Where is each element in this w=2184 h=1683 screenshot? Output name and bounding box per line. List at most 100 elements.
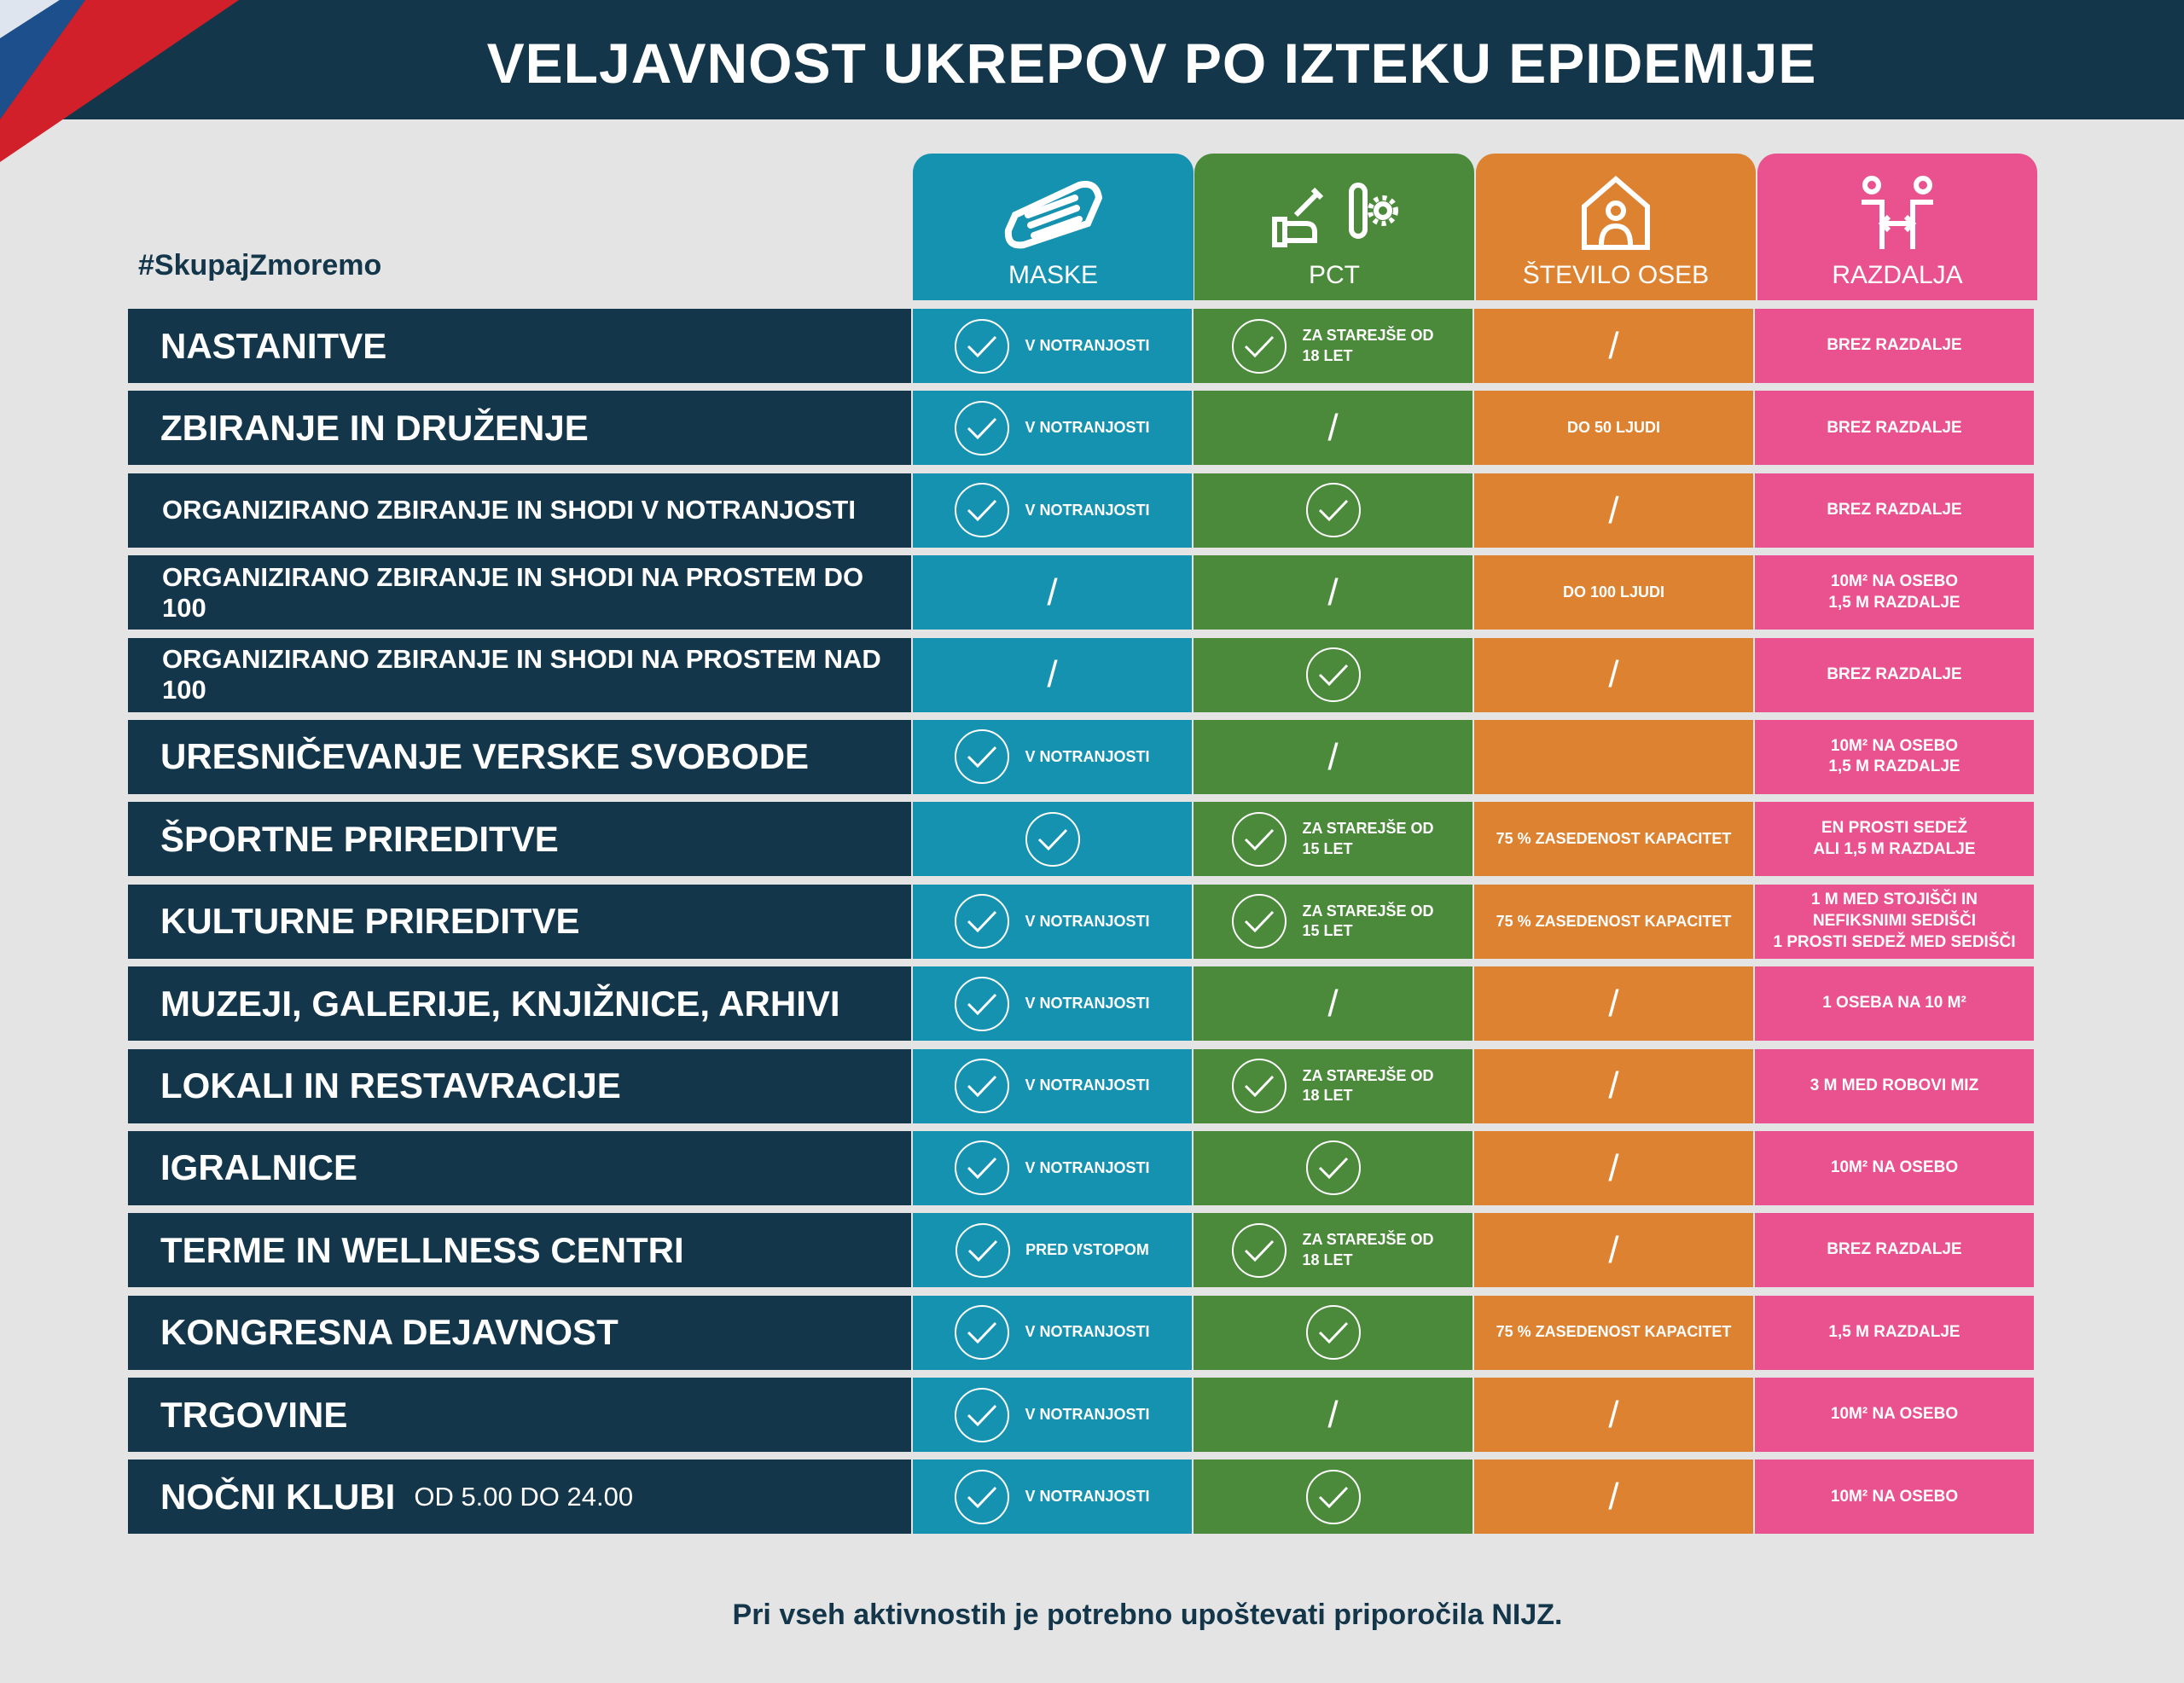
row-label: MUZEJI, GALERIJE, KNJIŽNICE, ARHIVI (128, 966, 911, 1042)
razdalja-cell-text: BREZ RAZDALJE (1827, 664, 1962, 683)
check-circle-icon (1305, 1140, 1361, 1196)
check-circle-icon (1305, 483, 1361, 538)
table-row: ZBIRANJE IN DRUŽENJE V NOTRANJOSTI / DO 50 … (128, 391, 2035, 466)
razdalja-cell: BREZ RAZDALJE (1755, 391, 2034, 466)
maske-cell-text: V NOTRANJOSTI (1025, 1488, 1150, 1506)
title-bar (0, 0, 2184, 119)
maske-cell: V NOTRANJOSTI (913, 391, 1192, 466)
stevilo-cell: / (1474, 1130, 1753, 1205)
stevilo-cell: 75 % ZASEDENOST KAPACITET (1474, 884, 1753, 959)
check-circle-icon (1232, 1059, 1287, 1114)
page-title: VELJAVNOST UKREPOV PO IZTEKU EPIDEMIJE (486, 32, 1817, 95)
check-circle-icon (1232, 1222, 1287, 1278)
pct-cell (1194, 1295, 1472, 1370)
row-label-text: ORGANIZIRANO ZBIRANJE IN SHODI NA PROSTE… (162, 561, 864, 623)
stevilo-cell-text: / (1608, 324, 1619, 367)
table-row: IGRALNICE V NOTRANJOSTI / 10M² NA OSEBO (128, 1130, 2035, 1205)
razdalja-cell-text: BREZ RAZDALJE (1827, 336, 1962, 355)
pct-cell: / (1194, 555, 1472, 630)
face-mask-icon (1004, 181, 1102, 249)
table-row: MUZEJI, GALERIJE, KNJIŽNICE, ARHIVI V NOT… (128, 966, 2035, 1042)
razdalja-cell-text: 1 OSEBA NA 10 M² (1822, 994, 1966, 1013)
pct-cell-text: ZA STAREJŠE OD 18 LET (1302, 1231, 1434, 1268)
maske-cell-text: V NOTRANJOSTI (1025, 912, 1150, 930)
table-row: URESNIČEVANJE VERSKE SVOBODE V NOTRANJOST… (128, 719, 2035, 794)
check-circle-icon (956, 1222, 1011, 1278)
maske-cell-text: V NOTRANJOSTI (1025, 1405, 1150, 1423)
razdalja-cell: 10M² NA OSEBO (1755, 1460, 2034, 1535)
row-label: NOČNI KLUBI OD 5.00 DO 24.00 (128, 1460, 911, 1535)
check-circle-icon (1305, 647, 1361, 703)
stevilo-cell: / (1474, 1460, 1753, 1535)
not-applicable-slash: / (1047, 572, 1058, 614)
stevilo-cell-text: 75 % ZASEDENOST KAPACITET (1496, 912, 1732, 930)
hashtag: #SkupajZmoremo (138, 249, 382, 281)
maske-cell-text: V NOTRANJOSTI (1025, 1158, 1150, 1176)
pct-cell-text: ZA STAREJŠE OD 18 LET (1302, 327, 1434, 364)
pct-cell: / (1194, 391, 1472, 466)
maske-cell (913, 802, 1192, 877)
stevilo-cell-text: / (1608, 1065, 1619, 1107)
check-circle-icon (955, 894, 1010, 949)
maske-cell-text: V NOTRANJOSTI (1025, 419, 1150, 437)
not-applicable-slash: / (1327, 407, 1339, 450)
maske-cell: / (913, 637, 1192, 712)
row-label-text: LOKALI IN RESTAVRACIJE (160, 1065, 621, 1106)
row-label-text: KULTURNE PRIREDITVE (160, 901, 580, 942)
not-applicable-slash: / (1327, 1393, 1339, 1436)
stevilo-cell-text: DO 50 LJUDI (1566, 419, 1661, 437)
row-label-text: TRGOVINE (160, 1394, 348, 1435)
pct-cell: / (1194, 719, 1472, 794)
row-label: ZBIRANJE IN DRUŽENJE (128, 391, 911, 466)
maske-cell: V NOTRANJOSTI (913, 884, 1192, 959)
razdalja-cell: 10M² NA OSEBO 1,5 M RAZDALJE (1755, 719, 2034, 794)
distance-people-icon (1862, 176, 1933, 249)
check-circle-icon (1232, 811, 1287, 867)
row-label: IGRALNICE (128, 1130, 911, 1205)
razdalja-cell-text: 1,5 M RAZDALJE (1828, 1322, 1960, 1341)
pct-cell: ZA STAREJŠE OD 18 LET (1194, 309, 1472, 383)
not-applicable-slash: / (1047, 653, 1058, 696)
stevilo-cell: 75 % ZASEDENOST KAPACITET (1474, 802, 1753, 877)
razdalja-cell: 10M² NA OSEBO (1755, 1378, 2034, 1453)
maske-cell-text: V NOTRANJOSTI (1025, 747, 1150, 765)
stevilo-cell: / (1474, 309, 1753, 383)
maske-cell: V NOTRANJOSTI (913, 719, 1192, 794)
razdalja-cell: BREZ RAZDALJE (1755, 1213, 2034, 1288)
razdalja-cell: BREZ RAZDALJE (1755, 473, 2034, 548)
stevilo-cell: 75 % ZASEDENOST KAPACITET (1474, 1295, 1753, 1370)
maske-cell: V NOTRANJOSTI (913, 1048, 1192, 1123)
razdalja-cell-text: BREZ RAZDALJE (1827, 500, 1962, 519)
row-label: ORGANIZIRANO ZBIRANJE IN SHODI NA PROSTE… (128, 555, 911, 630)
razdalja-cell: 10M² NA OSEBO (1755, 1130, 2034, 1205)
pct-cell (1194, 1130, 1472, 1205)
stevilo-cell: / (1474, 1048, 1753, 1123)
row-label: ORGANIZIRANO ZBIRANJE IN SHODI NA PROSTE… (128, 637, 911, 712)
razdalja-cell: 1 OSEBA NA 10 M² (1755, 966, 2034, 1042)
stevilo-cell-text: 75 % ZASEDENOST KAPACITET (1496, 1323, 1732, 1341)
row-label-text: ORGANIZIRANO ZBIRANJE IN SHODI V NOTRANJ… (162, 495, 856, 525)
maske-cell: V NOTRANJOSTI (913, 1460, 1192, 1535)
razdalja-cell: 1,5 M RAZDALJE (1755, 1295, 2034, 1370)
check-circle-icon (955, 318, 1010, 374)
check-circle-icon (1232, 318, 1287, 374)
razdalja-cell-text: EN PROSTI SEDEŽ ALI 1,5 M RAZDALJE (1813, 819, 1976, 858)
maske-cell-text: V NOTRANJOSTI (1025, 336, 1150, 354)
footer-note: Pri vseh aktivnostih je potrebno upoštev… (732, 1599, 1563, 1631)
pct-cell-text: ZA STAREJŠE OD 18 LET (1302, 1066, 1434, 1105)
stevilo-cell: DO 100 LJUDI (1474, 555, 1753, 630)
maske-cell-text: V NOTRANJOSTI (1025, 1077, 1150, 1094)
check-circle-icon (955, 1387, 1010, 1442)
razdalja-cell: BREZ RAZDALJE (1755, 637, 2034, 712)
row-label-text: TERME IN WELLNESS CENTRI (160, 1229, 684, 1270)
table-row: TRGOVINE V NOTRANJOSTI / / 10M² NA OSEBO (128, 1378, 2035, 1453)
column-header-pct: PCT (1194, 154, 1474, 300)
razdalja-cell: EN PROSTI SEDEŽ ALI 1,5 M RAZDALJE (1755, 802, 2034, 877)
row-label-text: ŠPORTNE PRIREDITVE (160, 818, 559, 859)
row-label: ŠPORTNE PRIREDITVE (128, 802, 911, 877)
table-row: ŠPORTNE PRIREDITVE ZA STAREJŠE OD 15 LET 7… (128, 802, 2035, 877)
stevilo-cell-text: DO 100 LJUDI (1562, 583, 1665, 601)
stevilo-cell (1474, 719, 1753, 794)
table-row: NASTANITVE V NOTRANJOSTI ZA STAREJŠE OD 18… (128, 309, 2035, 383)
pct-cell-text: ZA STAREJŠE OD 15 LET (1302, 902, 1434, 940)
